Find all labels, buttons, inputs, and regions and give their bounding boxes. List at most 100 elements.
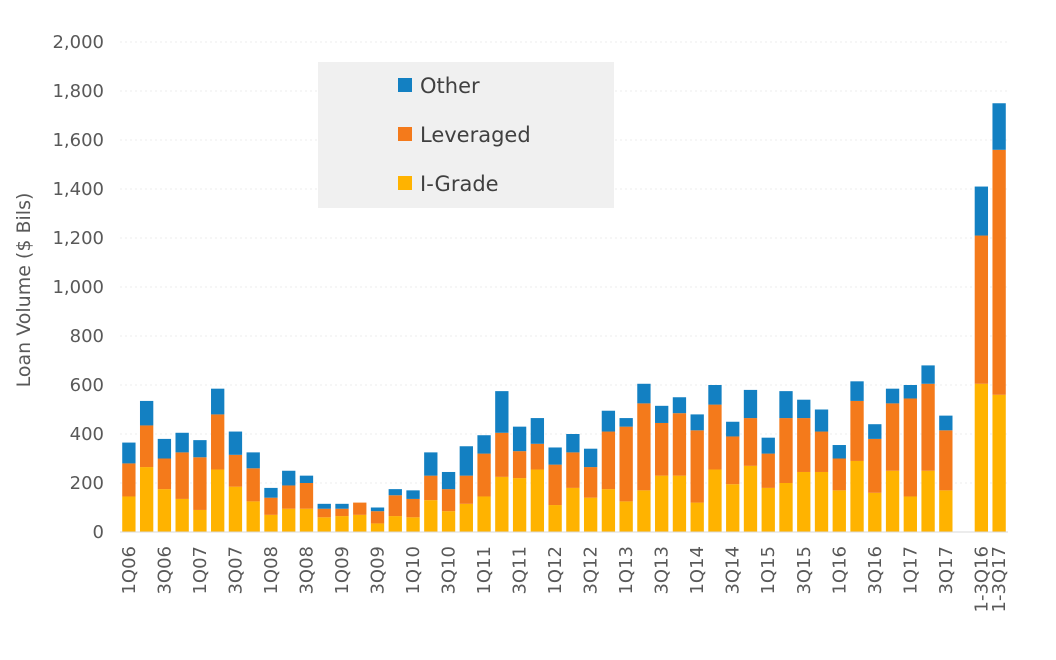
bar-segment-other <box>441 471 456 490</box>
bar-segment-leveraged <box>211 414 225 470</box>
bar-segment-i-grade <box>335 516 349 532</box>
bar-segment-i-grade <box>246 501 260 532</box>
bar-segment-other <box>495 391 509 433</box>
y-tick-label: 0 <box>93 522 104 543</box>
legend-label-leveraged: Leveraged <box>420 123 531 147</box>
bar-segment-leveraged <box>512 451 527 479</box>
x-tick-label: 3Q09 <box>368 546 389 595</box>
bar-segment-i-grade <box>726 484 740 532</box>
x-tick-label: 3Q14 <box>723 546 744 595</box>
x-tick-label: 3Q06 <box>154 546 175 595</box>
bar-segment-i-grade <box>797 471 811 532</box>
bar-segment-leveraged <box>726 436 740 485</box>
bar-segment-other <box>317 503 331 509</box>
bar-segment-leveraged <box>903 398 917 497</box>
bar-segment-i-grade <box>211 469 225 532</box>
x-tick-label: 1-3Q17 <box>989 546 1010 612</box>
bar-segment-leveraged <box>619 426 633 502</box>
y-tick-label: 2,000 <box>52 32 104 53</box>
bar-segment-other <box>903 385 917 399</box>
bar-segment-other <box>655 405 669 423</box>
x-tick-label: 3Q17 <box>936 546 957 595</box>
bar-segment-i-grade <box>353 514 367 532</box>
legend-swatch-igrade <box>398 176 412 190</box>
bar-segment-i-grade <box>939 490 953 532</box>
bar-segment-i-grade <box>885 470 900 532</box>
bar-segment-i-grade <box>708 469 722 532</box>
x-tick-label: 3Q16 <box>865 546 886 595</box>
bar-segment-other <box>992 103 1006 150</box>
bar-segment-other <box>743 389 758 419</box>
bar-segment-other <box>211 388 225 415</box>
bar-segment-other <box>797 399 811 419</box>
bar-segment-other <box>939 415 953 431</box>
bar-series <box>122 103 1006 532</box>
bar-segment-leveraged <box>122 463 136 497</box>
bar-segment-i-grade <box>299 508 314 532</box>
bar-segment-other <box>637 383 651 404</box>
bar-segment-i-grade <box>424 500 438 532</box>
bar-segment-i-grade <box>317 517 331 532</box>
bar-segment-i-grade <box>601 489 616 532</box>
x-tick-label: 1Q13 <box>616 546 637 595</box>
bar-segment-leveraged <box>690 430 704 503</box>
y-axis-ticks: 0 200 400 600 800 1,000 1,200 1,400 1,600 1,800 2,… <box>52 32 104 543</box>
bar-segment-i-grade <box>921 470 935 532</box>
bar-segment-leveraged <box>477 453 491 497</box>
bar-segment-i-grade <box>282 508 296 532</box>
bar-segment-leveraged <box>814 431 829 472</box>
bar-segment-other <box>601 410 616 432</box>
bar-segment-leveraged <box>885 403 900 471</box>
bar-segment-leveraged <box>583 467 598 498</box>
bar-segment-other <box>761 437 775 454</box>
bar-segment-leveraged <box>335 508 349 517</box>
x-tick-label: 3Q15 <box>794 546 815 595</box>
bar-segment-other <box>388 489 402 496</box>
bar-segment-leveraged <box>992 149 1006 395</box>
y-tick-label: 1,600 <box>52 130 104 151</box>
bar-segment-other <box>548 447 562 465</box>
y-tick-label: 600 <box>70 375 104 396</box>
bar-segment-other <box>690 414 704 431</box>
bar-segment-other <box>779 391 793 419</box>
bar-segment-i-grade <box>459 503 473 532</box>
bar-segment-i-grade <box>974 383 989 532</box>
x-tick-label: 1Q09 <box>332 546 353 595</box>
bar-segment-i-grade <box>157 489 172 532</box>
y-tick-label: 1,200 <box>52 228 104 249</box>
bar-segment-leveraged <box>566 452 580 488</box>
bar-segment-other <box>406 490 420 499</box>
bar-segment-leveraged <box>868 438 882 493</box>
bar-segment-i-grade <box>637 490 651 532</box>
bar-segment-i-grade <box>388 516 402 532</box>
bar-segment-other <box>228 431 243 455</box>
bar-segment-leveraged <box>761 453 775 488</box>
bar-segment-i-grade <box>814 471 829 532</box>
bar-segment-i-grade <box>530 469 545 532</box>
bar-segment-other <box>335 503 349 509</box>
bar-segment-i-grade <box>690 502 704 532</box>
bar-segment-i-grade <box>619 501 633 532</box>
bar-segment-other <box>850 381 864 401</box>
bar-segment-leveraged <box>264 497 278 515</box>
legend-background <box>318 62 614 208</box>
bar-segment-other <box>885 388 900 404</box>
bar-segment-leveraged <box>797 418 811 472</box>
bar-segment-leveraged <box>157 458 172 490</box>
x-tick-label: 1Q15 <box>758 546 779 595</box>
x-tick-label: 1Q11 <box>474 546 495 595</box>
bar-segment-leveraged <box>832 458 846 491</box>
y-axis-title: Loan Volume ($ Bils) <box>13 193 35 388</box>
bar-segment-leveraged <box>655 422 669 476</box>
legend-label-igrade: I-Grade <box>420 172 499 196</box>
x-tick-label: 3Q10 <box>439 546 460 595</box>
bar-segment-other <box>246 452 260 469</box>
bar-segment-leveraged <box>672 413 687 476</box>
bar-segment-leveraged <box>406 498 420 518</box>
y-tick-label: 800 <box>70 326 104 347</box>
bar-segment-other <box>157 438 172 459</box>
bar-segment-i-grade <box>832 490 846 532</box>
bar-segment-i-grade <box>672 475 687 532</box>
bar-segment-leveraged <box>441 489 456 512</box>
